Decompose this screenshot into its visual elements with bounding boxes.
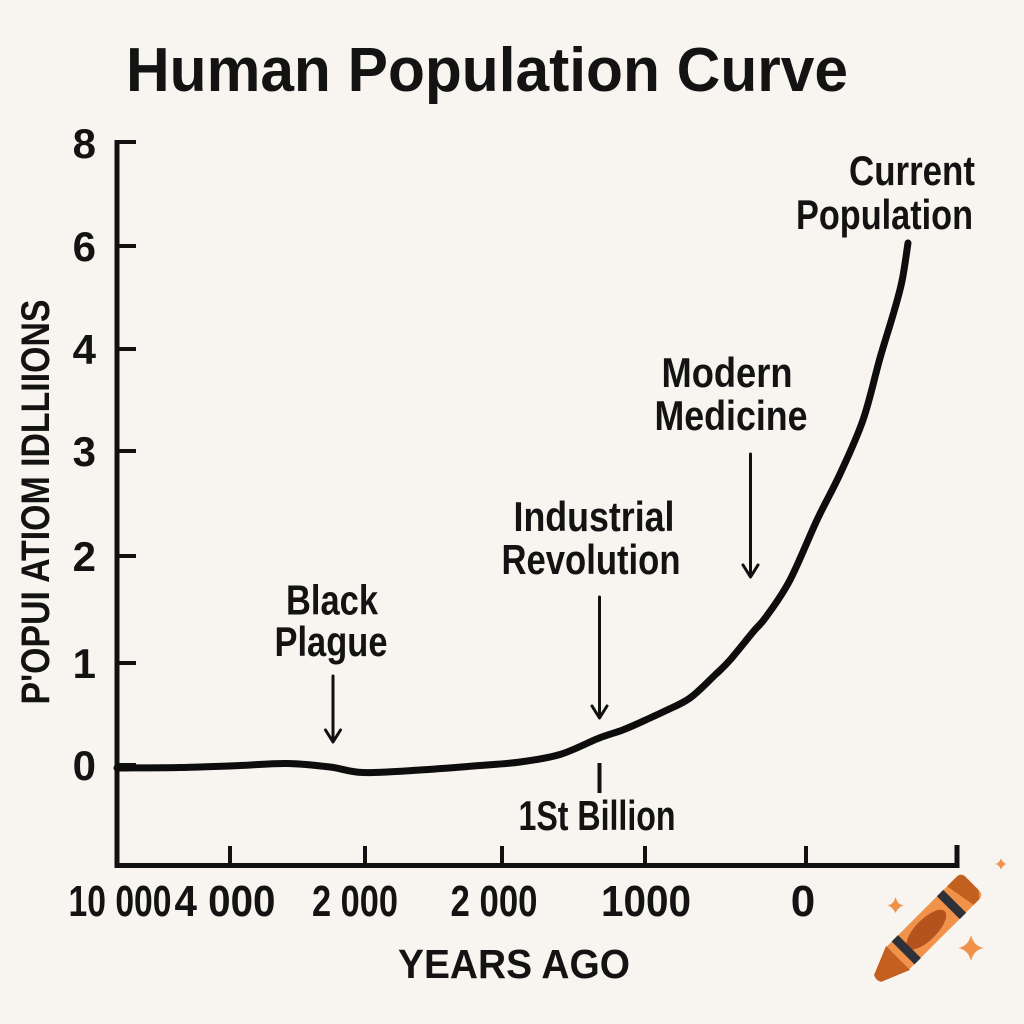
svg-text:Population: Population	[796, 191, 973, 238]
svg-text:P'OPUI ATIOM IDLLIIONS: P'OPUI ATIOM IDLLIIONS	[14, 300, 58, 705]
svg-text:Black: Black	[286, 577, 379, 624]
svg-text:1: 1	[73, 640, 96, 687]
svg-text:0: 0	[73, 742, 96, 789]
svg-text:Current: Current	[849, 147, 975, 194]
svg-text:Industrial: Industrial	[514, 493, 675, 540]
svg-text:3: 3	[73, 428, 96, 475]
svg-text:Human Population Curve: Human Population Curve	[126, 36, 848, 105]
svg-text:2: 2	[73, 533, 96, 580]
svg-text:Modern: Modern	[662, 349, 793, 396]
svg-text:4: 4	[73, 326, 97, 373]
svg-text:Revolution: Revolution	[502, 536, 681, 583]
svg-text:10 000: 10 000	[69, 877, 172, 926]
svg-text:4 000: 4 000	[175, 877, 276, 926]
svg-text:8: 8	[73, 120, 96, 167]
svg-text:0: 0	[791, 877, 815, 926]
svg-text:1000: 1000	[601, 877, 691, 926]
svg-text:Plague: Plague	[275, 618, 388, 665]
svg-text:Medicine: Medicine	[655, 392, 808, 439]
svg-text:1St Billion: 1St Billion	[519, 792, 676, 839]
svg-text:6: 6	[73, 223, 96, 270]
svg-text:2 000: 2 000	[312, 877, 398, 926]
svg-text:YEARS AGO: YEARS AGO	[398, 941, 630, 987]
svg-text:2 000: 2 000	[451, 877, 538, 926]
